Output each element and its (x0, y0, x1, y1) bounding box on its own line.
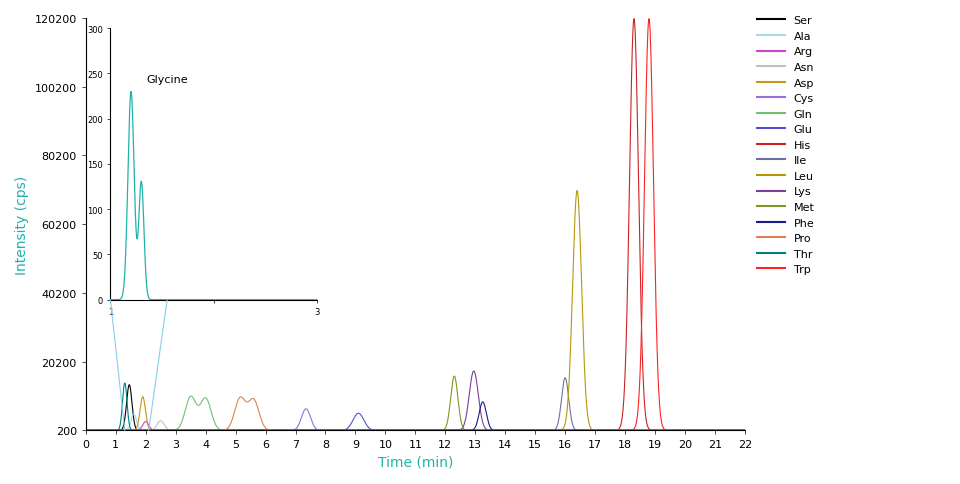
X-axis label: Time (min): Time (min) (377, 455, 453, 469)
Legend: Ser, Ala, Arg, Asn, Asp, Cys, Gln, Glu, His, Ile, Leu, Lys, Met, Phe, Pro, Thr, : Ser, Ala, Arg, Asn, Asp, Cys, Gln, Glu, … (757, 16, 814, 274)
Text: Glycine: Glycine (147, 76, 188, 85)
Y-axis label: Intensity (cps): Intensity (cps) (15, 175, 29, 274)
